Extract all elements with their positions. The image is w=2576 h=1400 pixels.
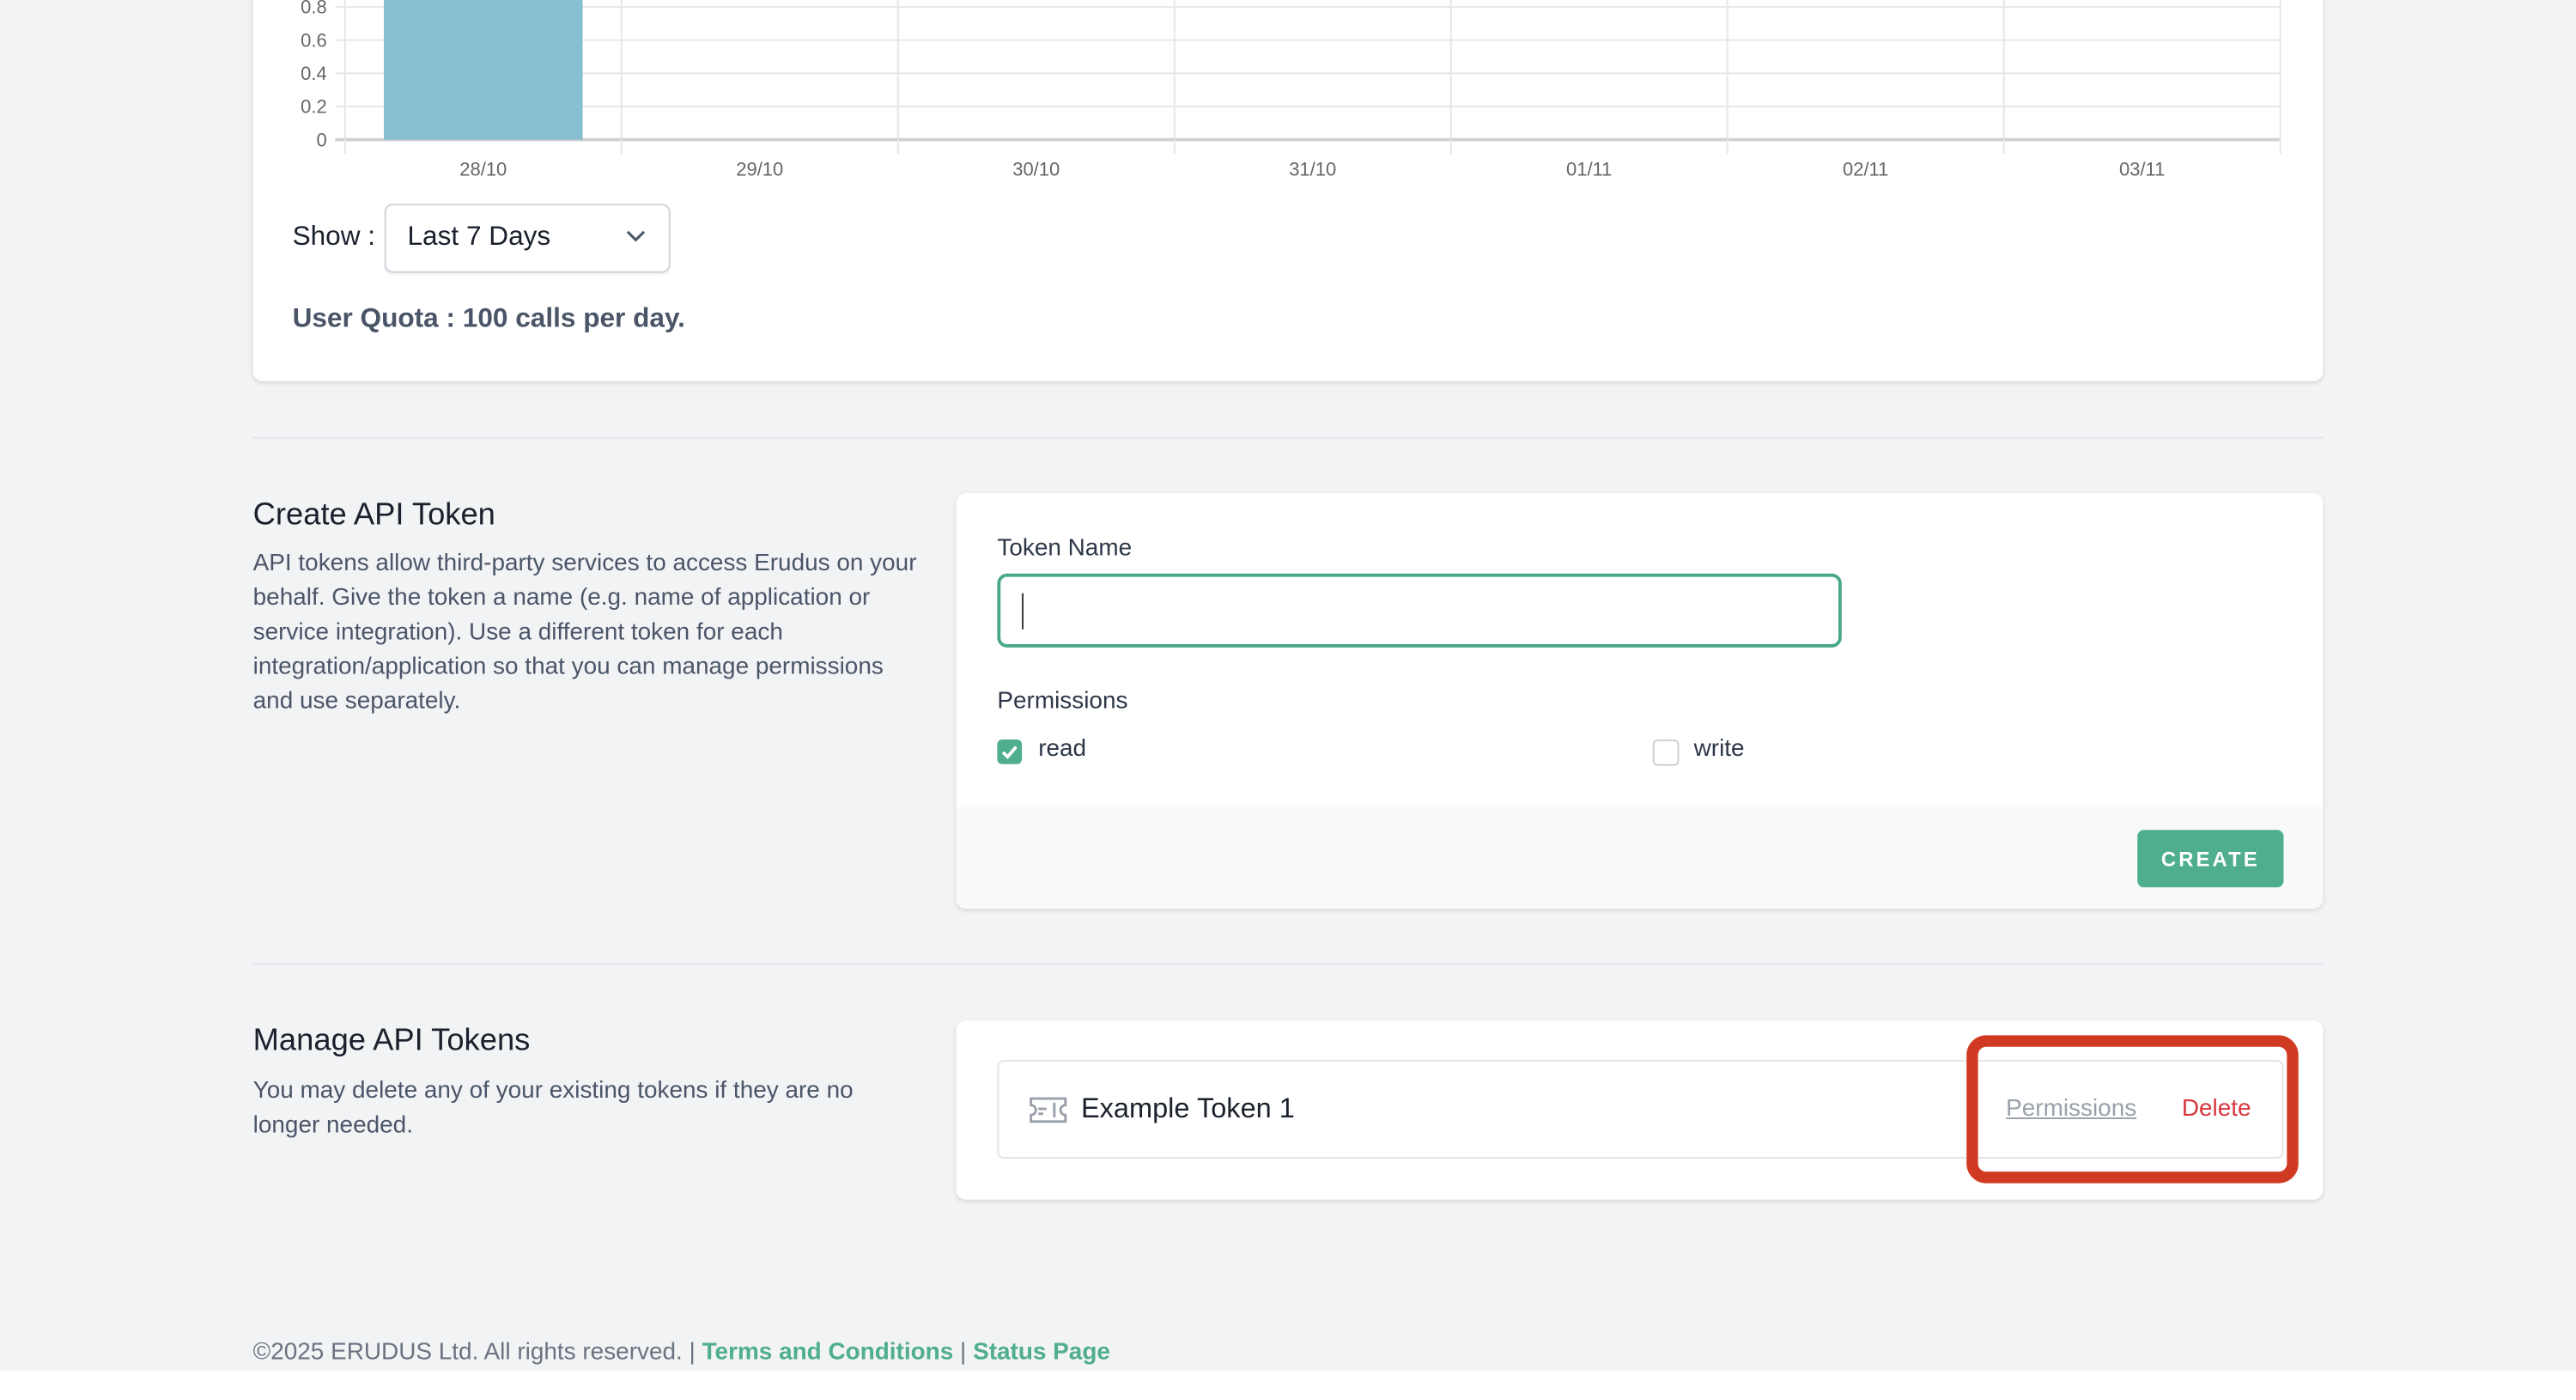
manage-tokens-heading: Manage API Tokens [252, 1023, 531, 1059]
highlight-box [1966, 1035, 2299, 1184]
x-tick-label: 01/11 [1566, 159, 1612, 180]
token-name: Example Token 1 [1080, 1093, 1295, 1124]
y-tick-label: 0 [316, 129, 326, 150]
x-tick-label: 28/10 [459, 159, 507, 180]
y-tick-label: 0.4 [301, 63, 327, 84]
x-tick-label: 29/10 [736, 159, 783, 180]
y-tick-label: 0.2 [301, 96, 327, 118]
permissions-label: Permissions [997, 688, 1128, 715]
create-token-card [956, 492, 2324, 910]
create-button[interactable]: CREATE [2137, 830, 2284, 888]
read-label: read [1038, 736, 1087, 763]
footer-separator: | [960, 1339, 967, 1366]
token-name-label: Token Name [997, 535, 1133, 563]
token-name-input[interactable] [997, 573, 1842, 648]
status-page-link[interactable]: Status Page [973, 1339, 1110, 1366]
x-tick-label: 03/11 [2119, 159, 2165, 180]
usage-card [252, 0, 2324, 381]
manage-tokens-description: You may delete any of your existing toke… [252, 1078, 854, 1139]
divider [252, 436, 2324, 439]
token-permissions-link[interactable]: Permissions [2006, 1096, 2137, 1123]
x-tick-label: 02/11 [1843, 159, 1888, 180]
token-row: Example Token 1 Permissions Delete [997, 1060, 2284, 1159]
read-checkbox[interactable] [997, 739, 1023, 764]
chevron-down-icon [626, 230, 646, 242]
y-tick-label: 0.8 [301, 0, 327, 18]
user-quota: User Quota : 100 calls per day. [292, 303, 685, 334]
terms-link[interactable]: Terms and Conditions [702, 1339, 954, 1366]
range-select[interactable]: Last 7 Days [384, 204, 671, 273]
x-tick-label: 31/10 [1289, 159, 1336, 180]
usage-chart: 0 0.2 0.4 0.6 0.8 28/10 29/10 30/10 31/10 01/11 02… [301, 0, 2281, 180]
ticket-icon [1030, 1097, 1067, 1123]
footer-separator: | [689, 1339, 696, 1366]
create-token-description: API tokens allow third-party services to… [252, 550, 917, 715]
create-token-heading: Create API Token [252, 497, 495, 533]
range-select-value: Last 7 Days [407, 222, 551, 252]
show-label: Show : [292, 222, 376, 252]
write-label: write [1693, 736, 1745, 763]
y-tick-label: 0.6 [301, 29, 327, 51]
card-footer [956, 807, 2324, 910]
bar [384, 0, 583, 140]
x-tick-label: 30/10 [1012, 159, 1060, 180]
copyright: ©2025 ERUDUS Ltd. All rights reserved. [252, 1339, 683, 1366]
write-checkbox[interactable] [1652, 739, 1680, 766]
text-cursor [1022, 593, 1024, 630]
divider [252, 963, 2324, 965]
checkmark-icon [1001, 746, 1018, 759]
footer: ©2025 ERUDUS Ltd. All rights reserved. |… [253, 1339, 1110, 1366]
token-delete-link[interactable]: Delete [2181, 1096, 2251, 1123]
